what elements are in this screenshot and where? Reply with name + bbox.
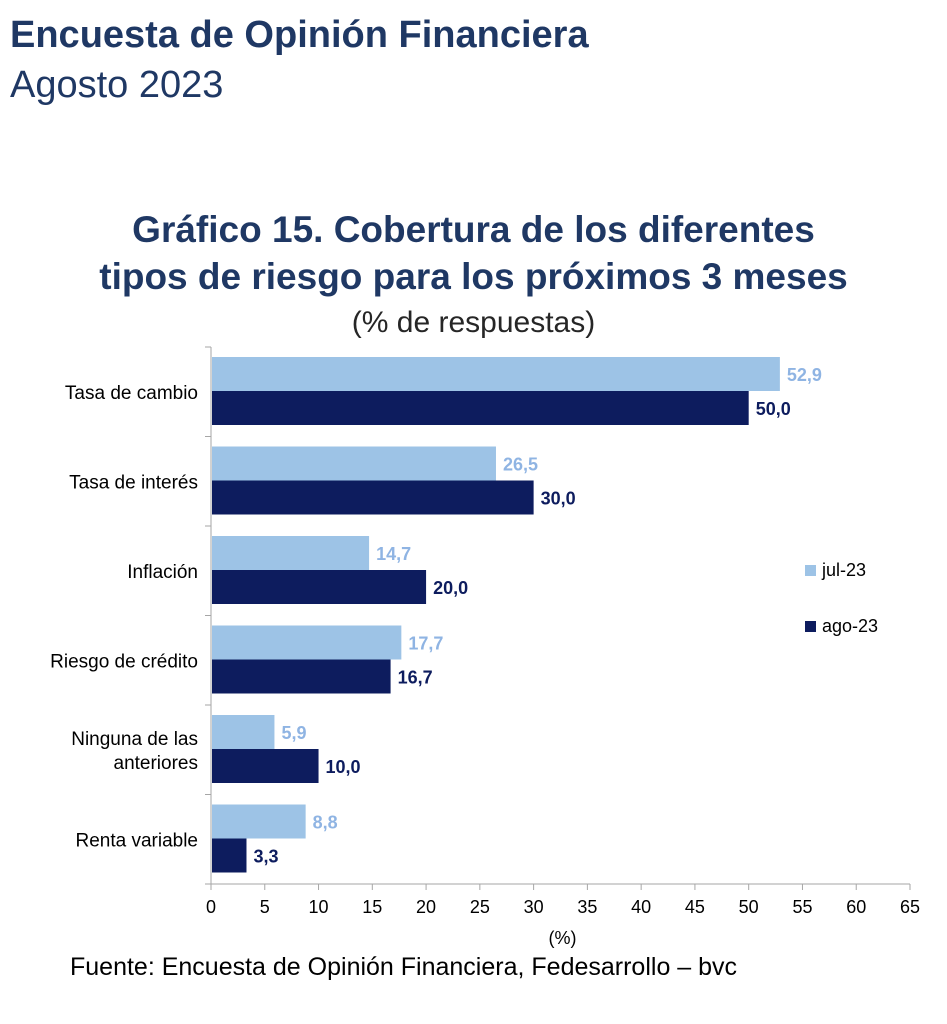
- x-tick-label: 55: [792, 897, 812, 917]
- data-label-ago-23: 50,0: [756, 399, 791, 419]
- source-note: Fuente: Encuesta de Opinión Financiera, …: [70, 953, 738, 981]
- x-tick-label: 40: [631, 897, 651, 917]
- x-tick-label: 20: [416, 897, 436, 917]
- bar-ago-23: [212, 749, 319, 783]
- bar-jul-23: [212, 715, 275, 749]
- legend-label-jul-23: jul-23: [821, 560, 866, 580]
- x-tick-label: 0: [206, 897, 216, 917]
- legend-label-ago-23: ago-23: [822, 616, 878, 636]
- bar-ago-23: [212, 480, 534, 515]
- chart-subtitle: (% de respuestas): [351, 306, 596, 339]
- data-label-ago-23: 10,0: [326, 757, 361, 777]
- chart-title-line-1: Gráfico 15. Cobertura de los diferentes: [132, 209, 815, 250]
- data-label-jul-23: 52,9: [787, 365, 822, 385]
- x-tick-label: 45: [685, 897, 705, 917]
- x-tick-label: 50: [739, 897, 759, 917]
- legend-swatch-jul-23: [805, 565, 816, 576]
- data-label-ago-23: 30,0: [541, 489, 576, 509]
- bar-jul-23: [212, 446, 496, 481]
- x-tick-label: 60: [846, 897, 866, 917]
- bar-jul-23: [212, 357, 780, 391]
- data-label-jul-23: 17,7: [408, 634, 443, 654]
- data-label-jul-23: 26,5: [503, 455, 538, 475]
- bar-ago-23: [212, 838, 247, 873]
- x-tick-label: 25: [470, 897, 490, 917]
- x-axis-label: (%): [549, 928, 577, 948]
- data-label-ago-23: 16,7: [398, 668, 433, 688]
- page-title: Encuesta de Opinión Financiera: [10, 14, 589, 56]
- category-label: anteriores: [114, 753, 199, 774]
- bar-jul-23: [212, 536, 370, 570]
- x-tick-label: 30: [524, 897, 544, 917]
- page-subtitle: Agosto 2023: [10, 64, 224, 106]
- category-label: Renta variable: [75, 830, 198, 851]
- x-tick-label: 5: [260, 897, 270, 917]
- category-label: Tasa de interés: [69, 472, 198, 493]
- category-label: Inflación: [127, 562, 198, 583]
- data-label-ago-23: 20,0: [433, 578, 468, 598]
- x-tick-label: 15: [362, 897, 382, 917]
- category-label: Riesgo de crédito: [50, 651, 198, 672]
- data-label-jul-23: 5,9: [281, 723, 306, 743]
- x-tick-label: 65: [900, 897, 920, 917]
- x-tick-label: 10: [309, 897, 329, 917]
- data-label-jul-23: 14,7: [376, 544, 411, 564]
- x-tick-label: 35: [577, 897, 597, 917]
- legend-swatch-ago-23: [805, 621, 816, 632]
- bar-ago-23: [212, 391, 749, 425]
- bar-jul-23: [212, 804, 306, 839]
- category-label: Ninguna de las: [71, 729, 198, 750]
- bar-ago-23: [212, 570, 427, 604]
- data-label-jul-23: 8,8: [313, 813, 338, 833]
- bar-jul-23: [212, 625, 402, 660]
- chart-title-line-2: tipos de riesgo para los próximos 3 mese…: [99, 256, 848, 297]
- category-label: Tasa de cambio: [65, 383, 198, 404]
- bar-ago-23: [212, 659, 391, 694]
- data-label-ago-23: 3,3: [253, 847, 278, 867]
